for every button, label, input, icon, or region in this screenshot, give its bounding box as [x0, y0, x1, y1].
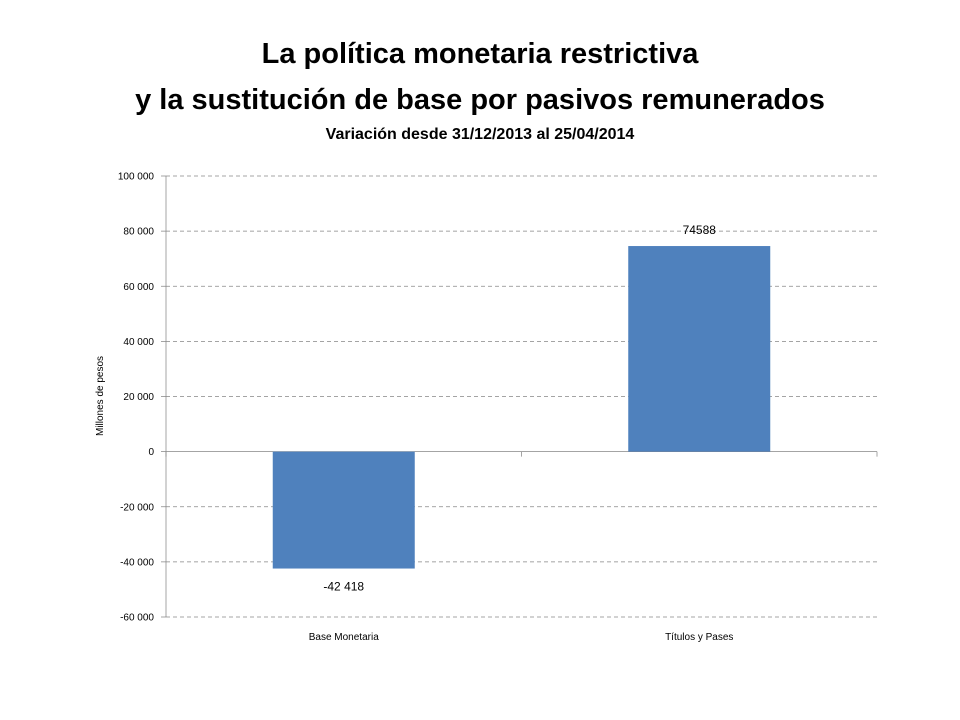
x-category-label: Títulos y Pases	[665, 632, 733, 643]
bar-0	[272, 451, 415, 569]
y-tick-label: 0	[148, 447, 154, 458]
y-tick-label: 60 000	[123, 282, 154, 293]
y-tick-label: 40 000	[123, 337, 154, 348]
y-tick-label: 100 000	[118, 172, 155, 183]
y-tick-label: 80 000	[123, 227, 154, 238]
bars	[272, 246, 771, 569]
labels: 100 000 80 000 60 000 40 000 20 000 0 -20 000 -…	[118, 172, 734, 644]
chart-subtitle: Variación desde 31/12/2013 al 25/04/2014	[325, 126, 635, 143]
chart-title-line-1: La política monetaria restrictiva	[261, 38, 699, 70]
data-label: -42 418	[323, 580, 364, 594]
x-category-label: Base Monetaria	[309, 632, 379, 643]
y-tick-label: -60 000	[120, 613, 154, 624]
y-tick-label: -20 000	[120, 502, 154, 513]
y-axis-label: Millones de pesos	[95, 356, 106, 436]
chart-title-line-2: y la sustitución de base por pasivos rem…	[135, 84, 825, 116]
y-tick-label: -40 000	[120, 557, 154, 568]
data-label: 74588	[683, 223, 717, 237]
gridlines	[166, 175, 877, 618]
y-tick-label: 20 000	[123, 392, 154, 403]
bar-1	[628, 246, 771, 452]
